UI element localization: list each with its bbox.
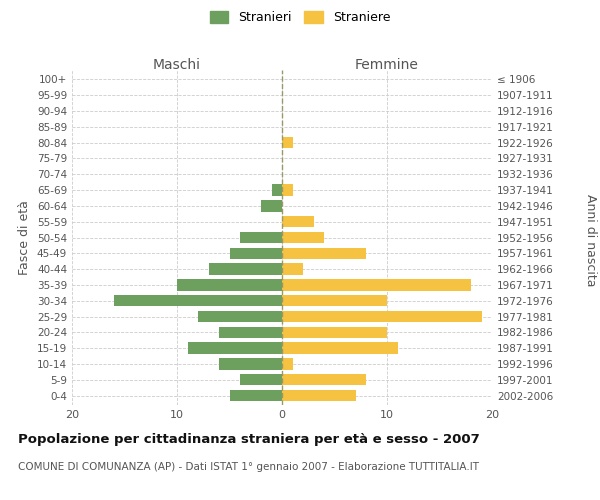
Text: Maschi: Maschi [153,58,201,71]
Text: Femmine: Femmine [355,58,419,71]
Bar [282,137,293,148]
Bar [282,232,324,243]
Bar [219,358,282,370]
Bar [282,374,366,386]
Bar [282,216,314,228]
Bar [261,200,282,211]
Bar [282,390,355,401]
Bar [177,279,282,290]
Bar [219,326,282,338]
Bar [282,342,398,354]
Legend: Stranieri, Straniere: Stranieri, Straniere [207,8,393,26]
Bar [282,311,482,322]
Bar [240,374,282,386]
Bar [282,248,366,259]
Bar [282,279,471,290]
Bar [187,342,282,354]
Bar [282,184,293,196]
Bar [229,248,282,259]
Y-axis label: Fasce di età: Fasce di età [19,200,31,275]
Bar [282,295,387,306]
Bar [198,311,282,322]
Bar [282,264,303,275]
Bar [271,184,282,196]
Text: COMUNE DI COMUNANZA (AP) - Dati ISTAT 1° gennaio 2007 - Elaborazione TUTTITALIA.: COMUNE DI COMUNANZA (AP) - Dati ISTAT 1°… [18,462,479,472]
Text: Anni di nascita: Anni di nascita [584,194,597,286]
Bar [209,264,282,275]
Bar [282,326,387,338]
Bar [114,295,282,306]
Text: Popolazione per cittadinanza straniera per età e sesso - 2007: Popolazione per cittadinanza straniera p… [18,432,480,446]
Bar [240,232,282,243]
Bar [229,390,282,401]
Bar [282,358,293,370]
